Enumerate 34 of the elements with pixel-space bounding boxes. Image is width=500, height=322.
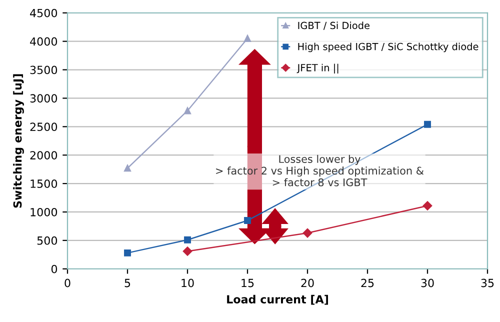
y-tick-label: 4000 [30,37,58,46]
x-tick-label: 25 [361,278,374,288]
point [422,201,432,210]
y-tick-label: 3000 [30,94,58,103]
y-tick-label: 4500 [30,8,58,18]
y-tick-label: 0 [51,264,58,274]
annotation: Losses lower by > factor 2 vs High speed optimization & > factor 8 vs IGBT [216,154,424,186]
x-tick-label: 10 [182,278,194,288]
point [124,249,131,256]
point [124,164,131,172]
legend-label: JFET in || [296,64,338,74]
point [244,35,251,42]
y-tick-label: 1000 [30,208,58,216]
y-tick-label: 500 [37,236,58,245]
y-tick-label: 2000 [30,151,58,160]
x-axis-title: Load current [A] [227,294,328,305]
x-tick-label: 5 [124,278,130,288]
x-tick-label: 35 [481,278,494,288]
y-tick-label: 3500 [30,66,58,74]
point [184,107,191,114]
x-tick-label: 30 [421,278,434,288]
y-axis-title: Switching energy [uJ] [13,74,24,208]
point [302,228,312,238]
point [182,246,192,256]
x-tick-label: 0 [64,278,70,288]
point [184,236,191,244]
legend-label: High speed IGBT / SiC Schottky diode [298,42,478,52]
point [424,120,431,128]
x-tick-label: 15 [242,278,254,288]
legend-label: IGBT / Si Diode [298,22,370,30]
x-tick-label: 20 [301,278,314,288]
y-tick-label: 2500 [30,122,58,132]
point [244,217,251,224]
y-tick-label: 1500 [30,180,58,188]
